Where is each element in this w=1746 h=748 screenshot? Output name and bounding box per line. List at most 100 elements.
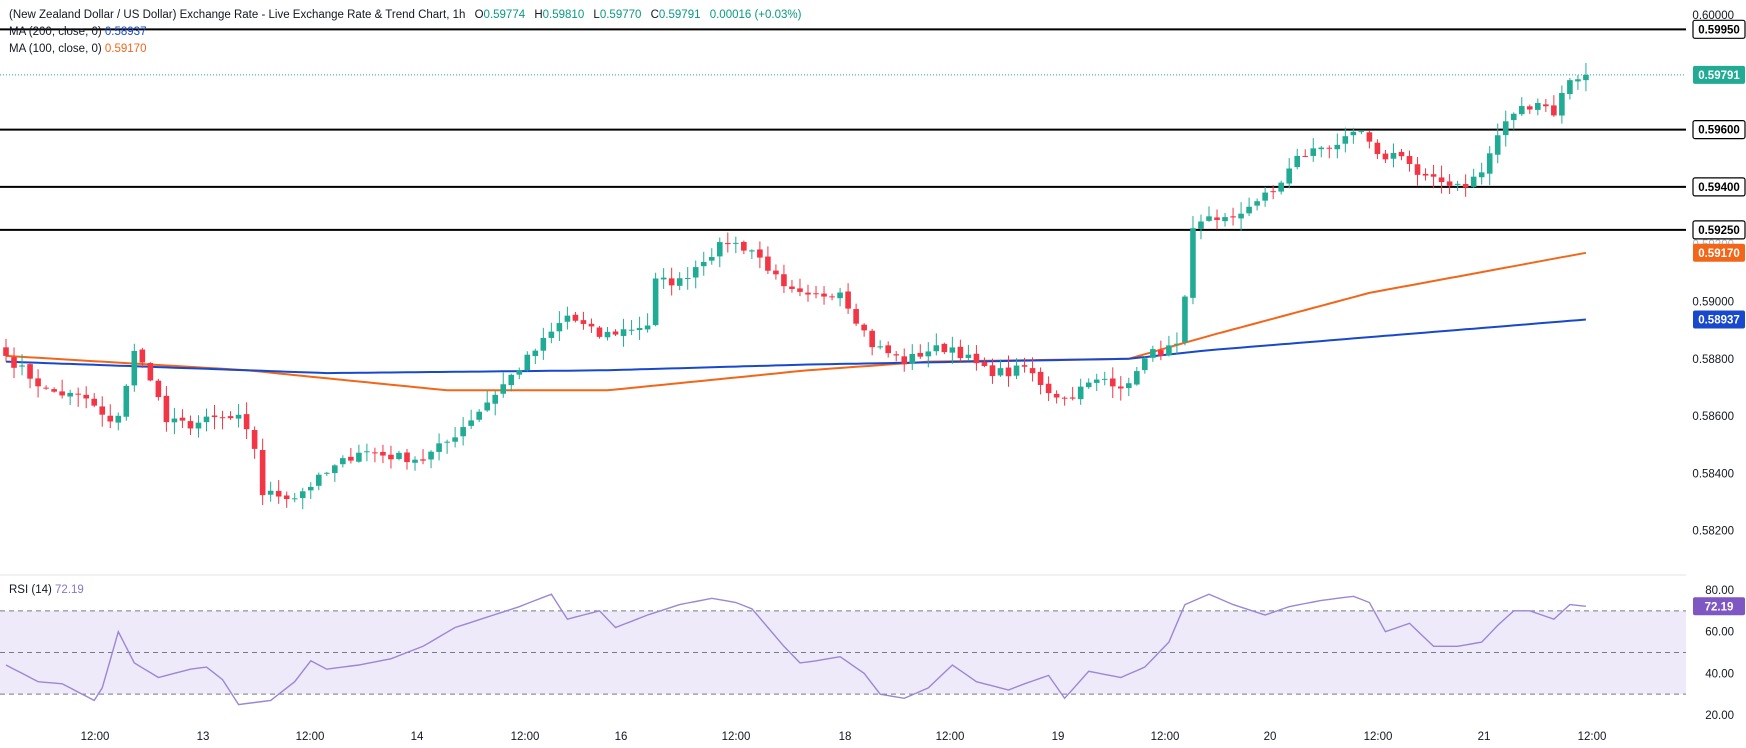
candle[interactable] xyxy=(211,404,218,430)
candle-body[interactable] xyxy=(123,385,130,417)
candle-body[interactable] xyxy=(452,437,458,442)
candle-body[interactable] xyxy=(1134,371,1140,385)
candle[interactable] xyxy=(1190,216,1196,305)
candle-body[interactable] xyxy=(596,327,603,337)
candle[interactable] xyxy=(131,343,138,392)
candle-body[interactable] xyxy=(965,354,972,358)
candle-body[interactable] xyxy=(1326,147,1333,149)
candle-body[interactable] xyxy=(436,443,442,452)
candle-body[interactable] xyxy=(1414,164,1421,175)
candle[interactable] xyxy=(115,412,122,431)
candle-body[interactable] xyxy=(291,498,298,500)
candle[interactable] xyxy=(388,445,394,469)
candle-body[interactable] xyxy=(1422,173,1429,176)
candle-body[interactable] xyxy=(275,490,282,497)
candle-body[interactable] xyxy=(147,363,154,381)
candle-body[interactable] xyxy=(708,257,715,261)
candle-body[interactable] xyxy=(556,323,563,332)
candle-body[interactable] xyxy=(1069,397,1076,399)
candle[interactable] xyxy=(107,404,114,429)
candle-body[interactable] xyxy=(299,491,306,499)
candle-body[interactable] xyxy=(700,261,707,267)
candle[interactable] xyxy=(564,306,571,330)
candle[interactable] xyxy=(741,240,747,255)
candle[interactable] xyxy=(1334,133,1341,159)
candle-body[interactable] xyxy=(957,346,964,359)
candle[interactable] xyxy=(3,338,9,362)
candle[interactable] xyxy=(1406,150,1413,172)
candle[interactable] xyxy=(51,387,57,393)
candle[interactable] xyxy=(1198,214,1204,240)
candle[interactable] xyxy=(813,285,819,299)
candle-body[interactable] xyxy=(636,328,643,331)
candle-body[interactable] xyxy=(1093,379,1100,383)
candle-body[interactable] xyxy=(1150,349,1156,358)
candle-body[interactable] xyxy=(1262,192,1268,201)
candle[interactable] xyxy=(1069,386,1076,401)
candle-body[interactable] xyxy=(43,387,49,389)
candle-body[interactable] xyxy=(628,329,635,331)
candle-body[interactable] xyxy=(131,350,138,386)
candle-body[interactable] xyxy=(1462,184,1469,188)
candle[interactable] xyxy=(348,447,354,464)
candle-body[interactable] xyxy=(1270,191,1276,193)
candle-body[interactable] xyxy=(797,288,803,292)
candle-body[interactable] xyxy=(580,320,587,324)
candle[interactable] xyxy=(1029,357,1036,382)
candle-body[interactable] xyxy=(1246,206,1252,214)
candle[interactable] xyxy=(949,336,956,364)
candle-body[interactable] xyxy=(356,452,362,462)
candle-body[interactable] xyxy=(476,411,482,420)
candle[interactable] xyxy=(997,359,1004,377)
candle-body[interactable] xyxy=(1551,105,1557,116)
candle[interactable] xyxy=(356,444,362,463)
candle[interactable] xyxy=(853,303,859,326)
candle-body[interactable] xyxy=(757,249,763,258)
candle-body[interactable] xyxy=(1254,201,1260,206)
candle[interactable] xyxy=(588,318,595,333)
candle[interactable] xyxy=(965,344,972,361)
candle[interactable] xyxy=(179,409,186,429)
candle-body[interactable] xyxy=(741,241,747,251)
candle[interactable] xyxy=(1278,180,1284,195)
candle[interactable] xyxy=(1037,367,1044,395)
candle-body[interactable] xyxy=(893,354,900,356)
candle-body[interactable] xyxy=(115,415,122,423)
candle[interactable] xyxy=(1430,164,1437,189)
candle[interactable] xyxy=(1366,130,1373,149)
candle[interactable] xyxy=(733,236,739,254)
candle[interactable] xyxy=(187,415,194,436)
candle[interactable] xyxy=(644,313,651,333)
candle-body[interactable] xyxy=(11,357,17,368)
candle[interactable] xyxy=(1021,357,1028,373)
candle[interactable] xyxy=(1254,198,1260,211)
candle[interactable] xyxy=(1294,148,1301,170)
candle[interactable] xyxy=(1134,366,1140,386)
candle-body[interactable] xyxy=(1182,296,1188,343)
candle[interactable] xyxy=(1246,197,1252,217)
candle-body[interactable] xyxy=(1013,365,1020,376)
candle-body[interactable] xyxy=(420,459,426,461)
candle-body[interactable] xyxy=(1045,383,1052,394)
candle[interactable] xyxy=(1238,202,1244,231)
candle-body[interactable] xyxy=(997,368,1004,376)
candle[interactable] xyxy=(1270,185,1276,200)
candle-body[interactable] xyxy=(3,347,9,356)
candle-body[interactable] xyxy=(267,490,274,495)
candle-body[interactable] xyxy=(1278,182,1284,192)
candle[interactable] xyxy=(267,481,274,502)
candle[interactable] xyxy=(749,249,755,259)
candle-body[interactable] xyxy=(1543,104,1549,107)
candle[interactable] xyxy=(1446,174,1453,195)
candle[interactable] xyxy=(524,351,531,372)
candle-body[interactable] xyxy=(195,422,202,429)
candle[interactable] xyxy=(845,283,851,314)
candle-body[interactable] xyxy=(853,309,859,324)
candle-body[interactable] xyxy=(243,414,250,430)
candle-body[interactable] xyxy=(1583,74,1589,81)
candle-body[interactable] xyxy=(548,331,555,338)
candle-body[interactable] xyxy=(460,427,466,437)
candle[interactable] xyxy=(716,237,723,268)
candle-body[interactable] xyxy=(1454,183,1461,185)
candle[interactable] xyxy=(1358,130,1365,135)
